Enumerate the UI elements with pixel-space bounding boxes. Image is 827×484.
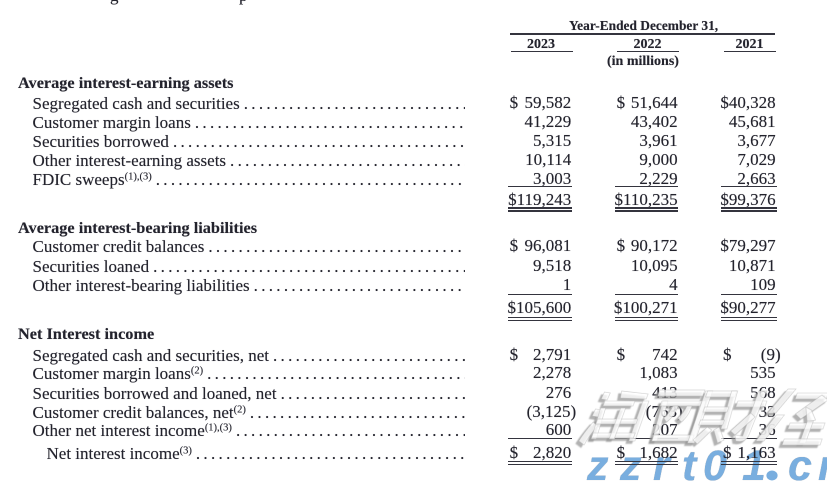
svg-text:z: z [619,442,642,484]
svg-text:r: r [653,442,672,484]
svg-text:1: 1 [742,442,766,484]
svg-text:t: t [682,442,698,484]
svg-text:n: n [818,442,827,484]
svg-text:z: z [586,442,609,484]
svg-text:c: c [788,442,812,484]
svg-text:0: 0 [703,442,727,484]
